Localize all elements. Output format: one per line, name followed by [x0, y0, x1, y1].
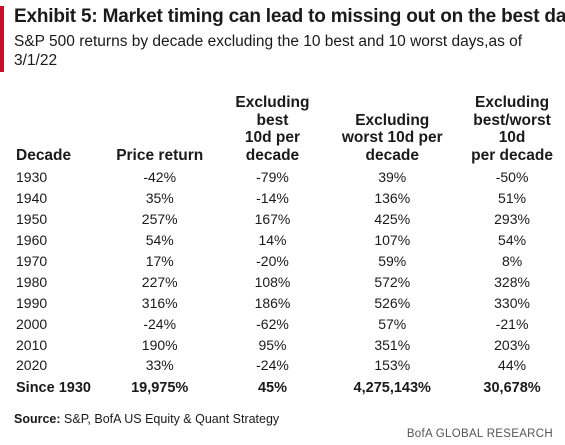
- cell-decade: 2020: [16, 357, 48, 374]
- header-line: decade: [245, 146, 300, 164]
- cell-decade: 1980: [16, 273, 48, 290]
- returns-table: Decade Price return Excluding best 10d per…: [14, 94, 565, 399]
- cell-decade: 1950: [16, 211, 48, 228]
- cell-excl-best: -62%: [256, 315, 289, 332]
- cell-price-return: 35%: [145, 190, 174, 207]
- cell-decade: 1990: [16, 294, 48, 311]
- accent-bar: [0, 6, 4, 72]
- cell-excl-best-worst: 203%: [494, 336, 530, 353]
- cell-price-return: 33%: [145, 357, 174, 374]
- cell-excl-best-worst: 8%: [501, 253, 523, 269]
- cell-excl-best: 108%: [254, 273, 291, 290]
- brand-footer: BofA GLOBAL RESEARCH: [406, 428, 553, 440]
- cell-excl-best-worst: 328%: [494, 273, 530, 290]
- cell-decade: 1930: [16, 169, 48, 186]
- header-line: Excluding: [235, 94, 310, 111]
- header-line: best: [256, 111, 289, 129]
- cell-price-return: 17%: [145, 253, 174, 269]
- cell-excl-best: -79%: [256, 169, 289, 186]
- header-line: Decade: [16, 146, 72, 164]
- source-text: S&P, BofA US Equity & Quant Strategy: [60, 412, 280, 426]
- cell-price-return: -42%: [143, 169, 177, 186]
- cell-excl-worst: 57%: [378, 315, 407, 332]
- header-excl-best-worst: Excluding best/worst 10d per decade: [459, 94, 565, 167]
- header-row: Decade Price return Excluding best 10d per…: [14, 94, 565, 167]
- cell-excl-best: 45%: [257, 380, 287, 397]
- cell-excl-worst: 572%: [374, 273, 411, 290]
- source-note: Source: S&P, BofA US Equity & Quant Stra…: [14, 412, 279, 426]
- cell-decade: 1940: [16, 190, 48, 207]
- total-row: Since 1930 19,975% 45% 4,275,143% 30,678%: [14, 376, 565, 399]
- cell-price-return: 227%: [141, 273, 178, 290]
- header-decade: Decade: [14, 94, 100, 167]
- cell-excl-best-worst: 330%: [494, 294, 530, 311]
- header-price-return: Price return: [100, 94, 220, 167]
- cell-decade: 2000: [16, 315, 48, 332]
- header-line: Price return: [116, 146, 204, 164]
- table-row: 1970 17% -20% 59% 8%: [14, 251, 565, 272]
- table-row: 1980 227% 108% 572% 328%: [14, 271, 565, 292]
- cell-excl-best-worst: 51%: [498, 190, 527, 207]
- table-body: 1930 -42% -79% 39% -50% 1940 35% -14% 136% 51% 195…: [14, 167, 565, 399]
- cell-excl-best-worst: 293%: [494, 211, 530, 228]
- cell-excl-worst: 425%: [374, 211, 411, 228]
- header-line: best/worst: [473, 111, 551, 129]
- cell-price-return: 19,975%: [131, 380, 189, 397]
- cell-excl-worst: 136%: [374, 190, 411, 207]
- cell-price-return: -24%: [143, 315, 177, 332]
- cell-excl-best-worst: 44%: [498, 357, 527, 374]
- table-row: 1990 316% 186% 526% 330%: [14, 292, 565, 313]
- cell-excl-worst: 153%: [374, 357, 411, 374]
- cell-price-return: 257%: [141, 211, 178, 228]
- table-row: 1940 35% -14% 136% 51%: [14, 188, 565, 209]
- header-line: decade: [365, 146, 419, 164]
- table-row: 2010 190% 95% 351% 203%: [14, 334, 565, 355]
- cell-excl-worst: 4,275,143%: [353, 380, 431, 397]
- cell-decade: 1960: [16, 232, 48, 249]
- cell-decade: 2010: [16, 336, 48, 353]
- header-line: per decade: [471, 146, 553, 164]
- cell-decade: Since 1930: [16, 380, 91, 397]
- cell-price-return: 316%: [141, 294, 178, 311]
- header-excl-best: Excluding best 10d per decade: [220, 94, 326, 167]
- table-row: 1960 54% 14% 107% 54%: [14, 230, 565, 251]
- cell-excl-worst: 526%: [374, 294, 411, 311]
- source-label: Source:: [14, 412, 61, 426]
- cell-excl-best: -24%: [256, 357, 289, 374]
- header-line: worst 10d per: [341, 129, 443, 146]
- table-row: 1950 257% 167% 425% 293%: [14, 209, 565, 230]
- chart-subtitle: S&P 500 returns by decade excluding the …: [14, 33, 523, 69]
- table-row: 2000 -24% -62% 57% -21%: [14, 313, 565, 334]
- cell-excl-best: 14%: [258, 232, 287, 249]
- cell-excl-best: 95%: [258, 336, 287, 353]
- cell-price-return: 190%: [141, 336, 178, 353]
- cell-excl-worst: 59%: [378, 253, 407, 269]
- cell-excl-worst: 107%: [374, 232, 411, 249]
- cell-excl-best-worst: 54%: [498, 232, 527, 249]
- cell-excl-best: 186%: [254, 294, 291, 311]
- cell-excl-best: 167%: [254, 211, 291, 228]
- header-line: 10d per: [244, 129, 301, 146]
- header-line: Excluding: [355, 111, 430, 129]
- cell-decade: 1970: [16, 253, 48, 269]
- table-row: 2020 33% -24% 153% 44%: [14, 355, 565, 376]
- table-row: 1930 -42% -79% 39% -50%: [14, 167, 565, 188]
- chart-title: Exhibit 5: Market timing can lead to mis…: [14, 6, 565, 27]
- cell-excl-best: -20%: [256, 253, 289, 269]
- cell-excl-best-worst: -50%: [495, 169, 529, 186]
- cell-price-return: 54%: [145, 232, 174, 249]
- cell-excl-best-worst: -21%: [495, 315, 529, 332]
- header-excl-worst: Excluding worst 10d per decade: [325, 94, 459, 167]
- header-line: Excluding: [475, 94, 550, 111]
- cell-excl-best: -14%: [256, 190, 289, 207]
- header-line: 10d: [498, 129, 526, 146]
- cell-excl-worst: 351%: [374, 336, 411, 353]
- cell-excl-best-worst: 30,678%: [483, 380, 541, 397]
- cell-excl-worst: 39%: [378, 169, 407, 186]
